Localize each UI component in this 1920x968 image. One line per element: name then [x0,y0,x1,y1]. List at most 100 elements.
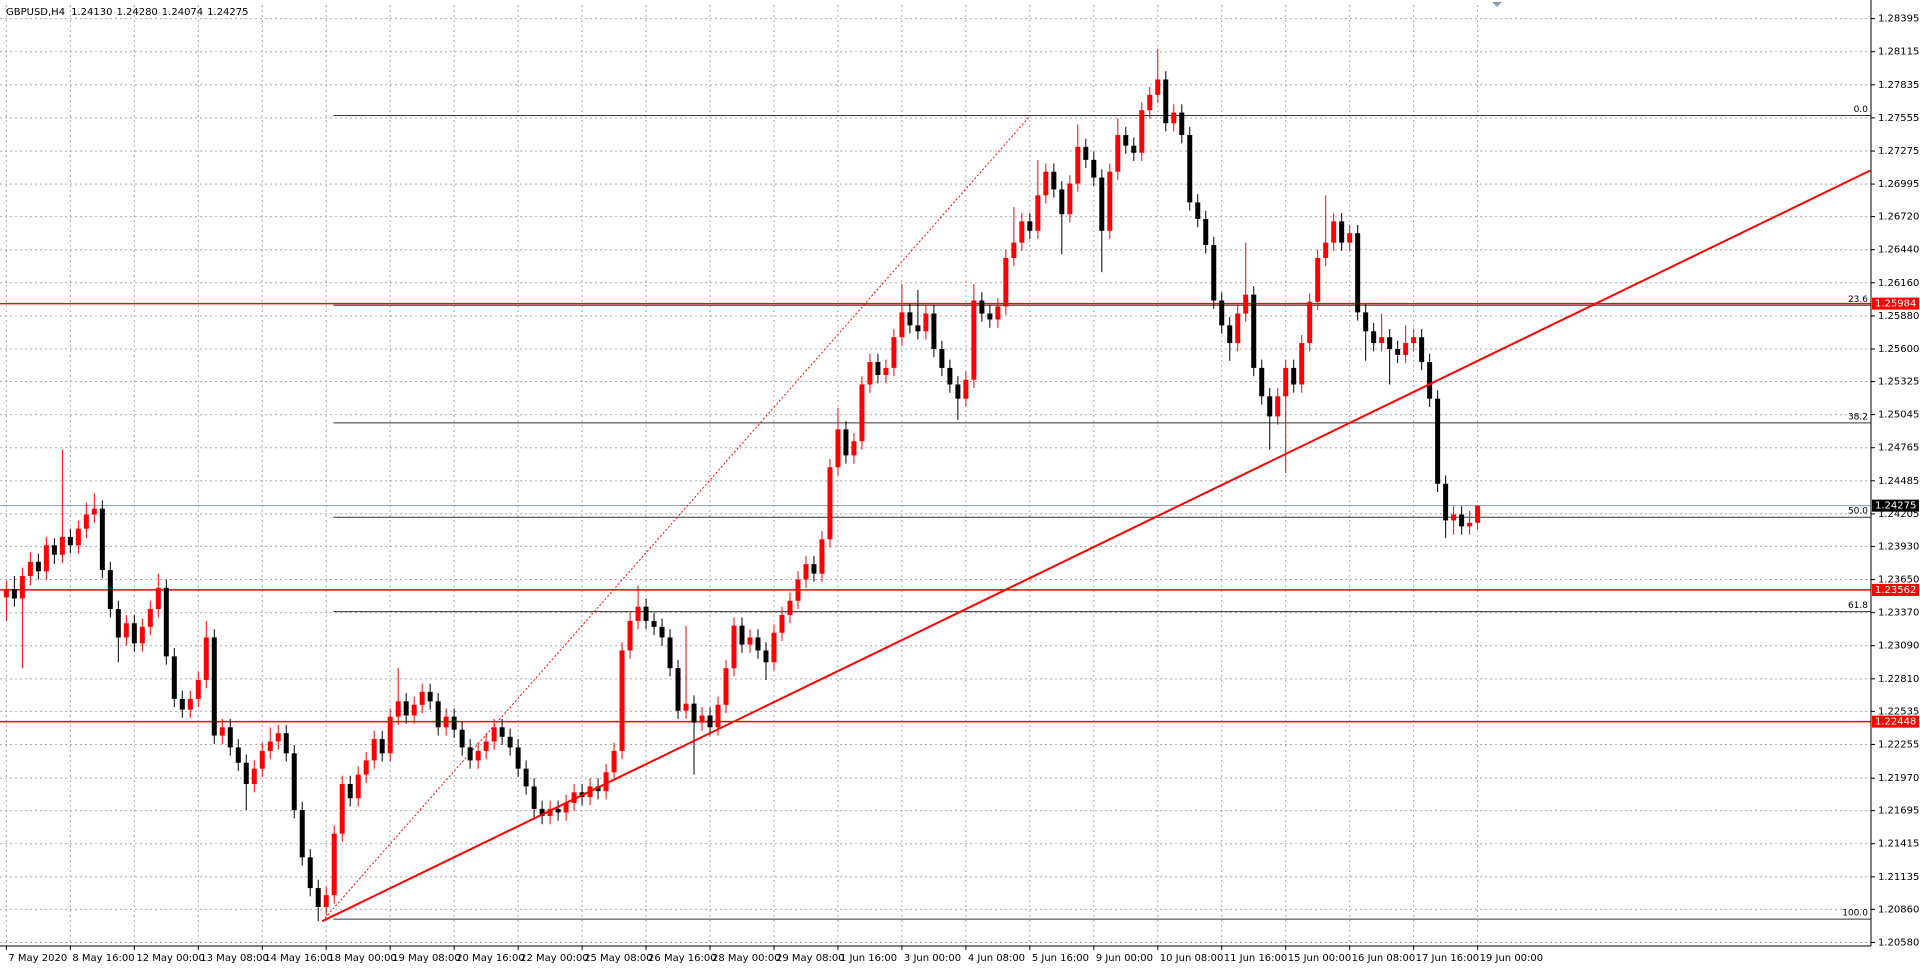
x-tick-label: 10 Jun 08:00 [1160,953,1224,964]
candle-body [331,833,337,896]
y-tick-label: 1.28115 [1878,47,1919,58]
candle-body [299,810,305,858]
candle-body [667,637,673,669]
candle-body [1451,514,1457,521]
candle-body [779,614,785,633]
candle-body [283,733,289,754]
candle-body [1115,135,1121,172]
x-tick-label: 15 Jun 00:00 [1288,953,1352,964]
y-tick-label: 1.24485 [1878,476,1919,487]
candle-body [163,587,169,657]
candle-body [1395,349,1401,355]
x-tick-label: 19 May 08:00 [392,953,461,964]
candle-body [475,750,481,761]
candle-body [763,650,769,663]
candle-body [435,701,441,728]
fib-label: 38.2 [1848,412,1868,422]
candle-body [171,656,177,699]
y-tick-label: 1.20580 [1878,937,1919,948]
fib-label: 23.6 [1848,295,1868,305]
candle-body [771,632,777,663]
candle-body [995,306,1001,320]
level-tag-label: 1.23562 [1875,585,1916,596]
last-price-tag-label: 1.24275 [1875,501,1916,512]
fib-label: 61.8 [1848,601,1868,611]
candle-body [507,736,513,748]
candle-body [723,668,729,705]
candle-body [1107,171,1113,231]
candle-body [491,727,497,742]
candle-body [571,792,577,803]
candle-body [1259,367,1265,397]
scroll-marker[interactable] [1492,2,1502,7]
candle-body [739,625,745,645]
candle-body [1355,233,1361,313]
candle-body [43,545,49,572]
candle-body [635,606,641,621]
last-price-tag-box [1872,499,1919,512]
candle-body [867,362,873,385]
candle-body [947,367,953,385]
candle-body [315,888,321,907]
candle-body [691,703,697,723]
candle-body [51,545,57,555]
candle-body [1147,94,1153,111]
candle-body [1011,242,1017,258]
candle-body [1227,325,1233,344]
candle-body [1475,505,1481,523]
candle-body [651,620,657,627]
candle-body [291,753,297,811]
candle-body [1275,396,1281,417]
y-tick-label: 1.28395 [1878,14,1919,25]
candle-body [715,704,721,728]
candle-body [675,668,681,711]
y-tick-label: 1.21970 [1878,773,1919,784]
candle-body [859,384,865,442]
candle-body [1459,514,1465,527]
candle-body [555,808,561,813]
candle-body [1323,242,1329,258]
x-tick-label: 5 Jun 16:00 [1032,953,1089,964]
y-tick-label: 1.27835 [1878,80,1919,91]
candle-body [563,802,569,813]
candle-body [515,747,521,769]
x-tick-label: 7 May 2020 [8,953,67,964]
y-tick-label: 1.24205 [1878,509,1919,520]
candle-body [659,626,665,638]
y-tick-label: 1.23370 [1878,608,1919,619]
candle-body [403,701,409,716]
x-tick-label: 28 May 00:00 [712,953,781,964]
candle-body [1411,337,1417,344]
y-tick-label: 1.21415 [1878,839,1919,850]
candle-body [1027,221,1033,231]
candle-body [1299,343,1305,385]
candle-body [243,762,249,785]
candle-body [843,429,849,456]
candle-body [395,701,401,717]
level-tag-box [1872,583,1919,596]
candle-body [355,774,361,799]
candle-body [339,784,345,834]
candle-body [939,349,945,368]
candle-body [483,741,489,751]
candle-body [139,626,145,644]
candle-body [3,588,9,598]
candle-body [371,739,377,761]
fib-label: 0.0 [1854,105,1869,115]
candle-body [1187,135,1193,203]
y-tick-label: 1.25880 [1878,311,1919,322]
symbol: GBPUSD,H4 [6,7,65,18]
x-tick-label: 26 May 16:00 [648,953,717,964]
candle-body [547,808,553,816]
candle-body [915,325,921,332]
candle-body [323,895,329,907]
candle-body [1123,135,1129,146]
x-tick-label: 3 Jun 00:00 [904,953,961,964]
candle-body [1195,202,1201,219]
candle-body [987,313,993,320]
candle-body [235,747,241,763]
candle-body [251,768,257,785]
fib-label: 50.0 [1848,507,1868,517]
candle-body [795,579,801,601]
fib-guide-line [321,115,1031,922]
